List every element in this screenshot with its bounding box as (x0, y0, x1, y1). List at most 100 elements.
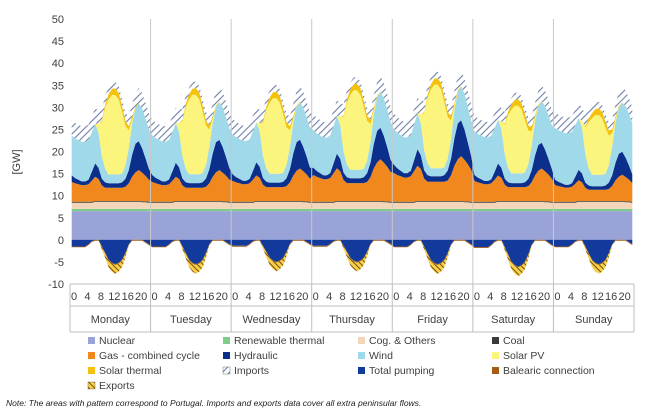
legend-swatch (492, 367, 499, 374)
x-hour-label: 12 (189, 291, 201, 303)
legend-swatch (88, 352, 95, 359)
y-tick-label: -5 (54, 257, 64, 269)
y-tick-label: -10 (48, 279, 64, 291)
x-hour-label: 0 (554, 291, 560, 303)
y-tick-label: 25 (52, 124, 64, 136)
x-day-label: Monday (91, 314, 131, 326)
x-hour-label: 16 (444, 291, 456, 303)
legend-label: Cog. & Others (369, 335, 436, 347)
x-day-label: Wednesday (242, 314, 300, 326)
legend-item-cog-others: Cog. & Others (358, 335, 436, 347)
y-tick-label: 30 (52, 102, 64, 114)
x-hour-label: 4 (568, 291, 574, 303)
legend-swatch (88, 337, 95, 344)
x-hour-label: 8 (420, 291, 426, 303)
y-axis: -10 -5 0 5 10 15 20 25 30 35 40 45 50 (48, 14, 64, 291)
x-hour-label: 12 (511, 291, 523, 303)
x-hour-label: 16 (202, 291, 214, 303)
x-hour-label: 0 (474, 291, 480, 303)
y-tick-label: 5 (58, 213, 64, 225)
legend-label: Nuclear (99, 335, 136, 347)
y-axis-label: [GW] (11, 149, 23, 174)
legend-label: Coal (503, 335, 525, 347)
legend-swatch (222, 366, 231, 375)
legend-item-balearic-connection: Balearic connection (492, 365, 595, 377)
y-tick-label: 35 (52, 80, 64, 92)
area-wind (71, 86, 633, 187)
x-day-label: Tuesday (170, 314, 212, 326)
legend-item-solar-thermal: Solar thermal (88, 365, 161, 377)
legend-swatch (223, 352, 230, 359)
x-hour-label: 4 (326, 291, 332, 303)
area-nuclear (71, 211, 633, 240)
x-hour-label: 12 (430, 291, 442, 303)
legend-label: Solar PV (503, 350, 544, 362)
x-hour-label: 12 (592, 291, 604, 303)
x-hour-label: 4 (165, 291, 171, 303)
x-hour-label: 8 (178, 291, 184, 303)
x-day-label: Thursday (329, 314, 375, 326)
x-hour-label: 0 (152, 291, 158, 303)
x-hour-label: 8 (340, 291, 346, 303)
legend-item-imports: Imports (222, 365, 269, 377)
x-hour-label: 20 (216, 291, 228, 303)
x-hour-label: 20 (618, 291, 630, 303)
legend-label: Total pumping (369, 365, 435, 377)
x-hour-label: 0 (313, 291, 319, 303)
x-hour-label: 20 (457, 291, 469, 303)
legend-item-wind: Wind (358, 350, 393, 362)
y-tick-label: 20 (52, 147, 64, 159)
area-hydraulic (71, 120, 633, 190)
x-hour-label: 16 (363, 291, 375, 303)
area-cog-others (71, 201, 633, 209)
legend-label: Hydraulic (234, 350, 278, 362)
x-hour-label: 20 (538, 291, 550, 303)
x-hour-label: 12 (350, 291, 362, 303)
legend-swatch (87, 381, 96, 390)
legend-item-gas-combined-cycle: Gas - combined cycle (88, 350, 200, 362)
legend-swatch (358, 337, 365, 344)
legend-item-nuclear: Nuclear (88, 335, 136, 347)
x-hour-label: 8 (501, 291, 507, 303)
x-hour-label: 0 (71, 291, 77, 303)
legend-swatch (88, 367, 95, 374)
y-tick-label: 15 (52, 169, 64, 181)
plot-areas (71, 19, 633, 284)
legend-swatch (223, 337, 230, 344)
legend-label: Renewable thermal (234, 335, 324, 347)
x-hour-label: 4 (246, 291, 252, 303)
y-tick-label: 0 (58, 235, 64, 247)
x-hour-label: 16 (283, 291, 295, 303)
x-hour-label: 8 (581, 291, 587, 303)
x-hour-label: 8 (259, 291, 265, 303)
legend: Nuclear Renewable thermal Cog. & Others Coa… (87, 335, 595, 392)
x-hour-label: 16 (122, 291, 134, 303)
area-renewable-thermal (71, 208, 633, 212)
y-tick-label: 10 (52, 191, 64, 203)
area-coal (71, 201, 633, 203)
legend-label: Solar thermal (99, 365, 161, 377)
legend-item-coal: Coal (492, 335, 525, 347)
legend-swatch (358, 367, 365, 374)
legend-label: Exports (99, 380, 135, 392)
x-day-label: Friday (417, 314, 448, 326)
x-hour-label: 12 (269, 291, 281, 303)
area-solar-thermal (71, 78, 633, 142)
y-tick-label: 45 (52, 36, 64, 48)
x-hour-label: 4 (487, 291, 493, 303)
legend-label: Balearic connection (503, 365, 595, 377)
legend-label: Wind (369, 350, 393, 362)
legend-swatch (492, 337, 499, 344)
area-total-pumping (71, 239, 633, 267)
x-hour-label: 8 (98, 291, 104, 303)
y-tick-label: 50 (52, 14, 64, 26)
legend-label: Imports (234, 365, 269, 377)
legend-label: Gas - combined cycle (99, 350, 200, 362)
legend-item-solar-pv: Solar PV (492, 350, 544, 362)
legend-item-hydraulic: Hydraulic (223, 350, 278, 362)
y-tick-label: 40 (52, 58, 64, 70)
legend-swatch (358, 352, 365, 359)
x-hour-label: 0 (393, 291, 399, 303)
